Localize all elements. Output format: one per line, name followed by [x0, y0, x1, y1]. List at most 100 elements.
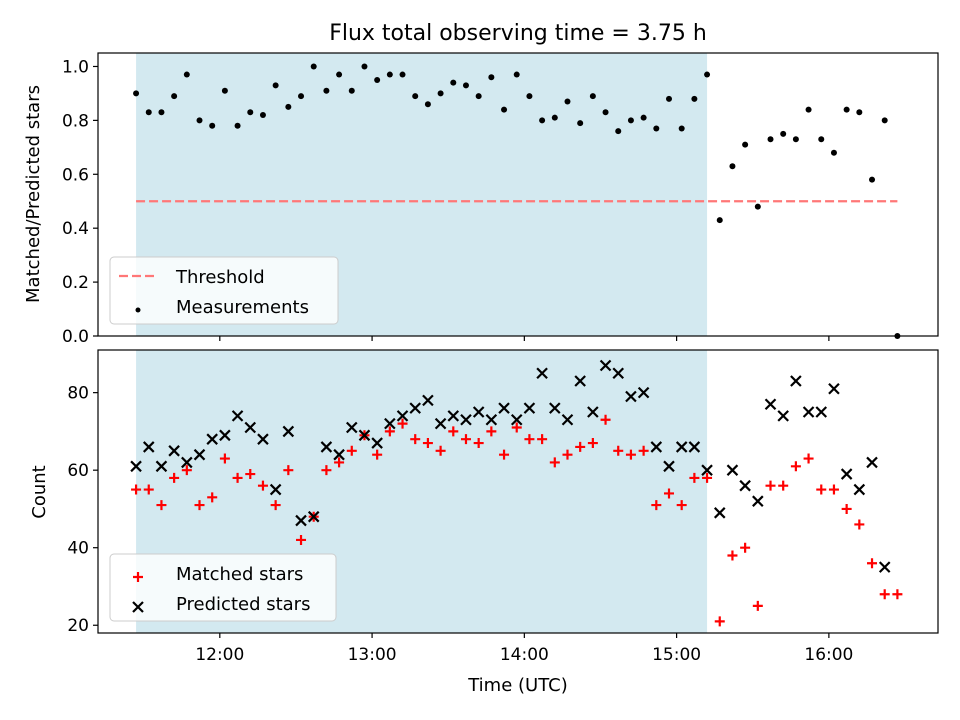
top-legend-box	[109, 256, 339, 325]
measurements-point-1	[145, 109, 152, 116]
matched-stars-point-58	[867, 558, 878, 569]
top-y-axis-label: Matched/Predicted stars	[23, 85, 44, 303]
top-axes-frame	[97, 52, 939, 337]
measurements-point-39	[627, 117, 634, 124]
matched-stars-point-11	[270, 500, 281, 511]
matched-stars-point-8	[232, 472, 243, 483]
measurements-point-6	[209, 122, 216, 129]
bottom-y-tick-label: 40	[67, 539, 89, 559]
legend-threshold-label: Threshold	[175, 267, 265, 288]
predicted-stars-point-58	[866, 456, 878, 469]
matched-stars-point-45	[702, 472, 713, 483]
measurements-point-36	[589, 93, 596, 100]
legend-measurements-label: Measurements	[176, 297, 309, 318]
measurements-point-43	[678, 125, 685, 132]
predicted-stars-point-15	[320, 441, 333, 453]
bottom-y-tick-label: 20	[67, 616, 89, 636]
measurements-point-14	[310, 63, 317, 70]
predicted-stars-point-31	[523, 402, 536, 414]
predicted-stars-point-36	[587, 406, 599, 418]
predicted-stars-point-6	[206, 433, 218, 445]
matched-stars-point-7	[219, 453, 230, 464]
predicted-stars-point-9	[244, 421, 257, 434]
x-tick-label: 16:00	[804, 645, 853, 665]
matched-stars-point-33	[549, 457, 560, 468]
measurements-point-45	[704, 71, 711, 78]
predicted-stars-point-23	[422, 394, 434, 407]
predicted-stars-point-19	[371, 437, 383, 449]
top-y-tick-label: 0.4	[62, 219, 89, 239]
predicted-stars-point-41	[650, 441, 663, 453]
measurements-point-26	[462, 82, 469, 89]
legend-matched-stars-label: Matched stars	[176, 564, 303, 585]
predicted-stars-point-44	[688, 441, 701, 453]
measurements-point-30	[513, 71, 520, 78]
matched-stars-point-21	[397, 418, 408, 429]
predicted-stars-point-50	[764, 398, 777, 411]
predicted-stars-point-49	[752, 495, 764, 507]
top-y-tick-label: 0.6	[62, 165, 89, 185]
measurements-point-58	[869, 176, 876, 183]
measurements-point-37	[602, 109, 609, 116]
predicted-stars-point-3	[168, 445, 180, 457]
measurements-point-12	[285, 103, 292, 110]
top-panel: Flux total observing time = 3.75 h Match…	[23, 21, 707, 303]
measurements-point-22	[412, 93, 419, 100]
measurements-point-53	[805, 106, 812, 113]
measurements-point-10	[259, 111, 266, 118]
measurements-point-50	[767, 136, 774, 143]
predicted-stars-point-20	[384, 417, 396, 430]
x-tick-label: 15:00	[652, 645, 701, 665]
measurements-point-34	[564, 98, 571, 105]
matched-stars-point-24	[435, 445, 446, 456]
predicted-stars-point-54	[815, 406, 828, 418]
predicted-stars-point-57	[853, 483, 866, 496]
matched-stars-point-28	[486, 426, 497, 437]
matched-stars-point-29	[499, 449, 510, 460]
matched-stars-point-26	[460, 434, 471, 445]
matched-stars-point-53	[803, 453, 814, 464]
predicted-stars-point-27	[472, 406, 485, 418]
predicted-stars-point-48	[739, 479, 751, 492]
matched-stars-point-60	[892, 589, 903, 600]
measurements-point-8	[234, 122, 241, 129]
predicted-stars-point-37	[599, 359, 612, 372]
predicted-stars-point-51	[777, 410, 789, 422]
matched-stars-point-5	[194, 500, 205, 511]
measurements-point-20	[386, 71, 393, 78]
matched-stars-point-6	[207, 492, 218, 503]
bottom-legend-box	[109, 553, 337, 622]
predicted-stars-point-4	[181, 456, 193, 469]
matched-stars-point-2	[156, 500, 167, 511]
predicted-stars-point-11	[269, 483, 282, 496]
measurements-point-11	[272, 82, 279, 89]
matched-stars-point-16	[334, 457, 345, 468]
top-y-tick-label: 0.0	[62, 327, 89, 347]
matched-stars-point-59	[879, 589, 890, 600]
measurements-point-54	[818, 136, 825, 143]
predicted-stars-point-40	[637, 386, 650, 399]
predicted-stars-point-30	[510, 414, 523, 426]
predicted-stars-point-16	[333, 448, 345, 461]
bottom-y-axis-label: Count	[29, 465, 50, 518]
predicted-stars-point-52	[790, 375, 802, 387]
matched-stars-point-46	[714, 616, 725, 627]
matched-stars-point-1	[143, 484, 154, 495]
predicted-stars-point-7	[219, 429, 231, 442]
matched-stars-point-22	[410, 434, 421, 445]
measurements-point-51	[780, 130, 787, 137]
measurements-point-42	[665, 95, 672, 102]
top-legend: Threshold Measurements	[109, 256, 339, 325]
measurements-point-4	[183, 71, 190, 78]
predicted-stars-point-42	[663, 460, 675, 473]
x-axis-label: Time (UTC)	[467, 675, 568, 696]
measurements-point-41	[653, 125, 660, 132]
predicted-stars-point-45	[701, 464, 713, 476]
predicted-stars-point-35	[574, 375, 586, 387]
bottom-y-tick-label: 80	[67, 384, 89, 404]
predicted-stars-point-28	[485, 414, 498, 426]
measurements-point-7	[221, 87, 228, 94]
matched-stars-point-9	[245, 469, 256, 480]
measurements-point-13	[298, 93, 305, 100]
